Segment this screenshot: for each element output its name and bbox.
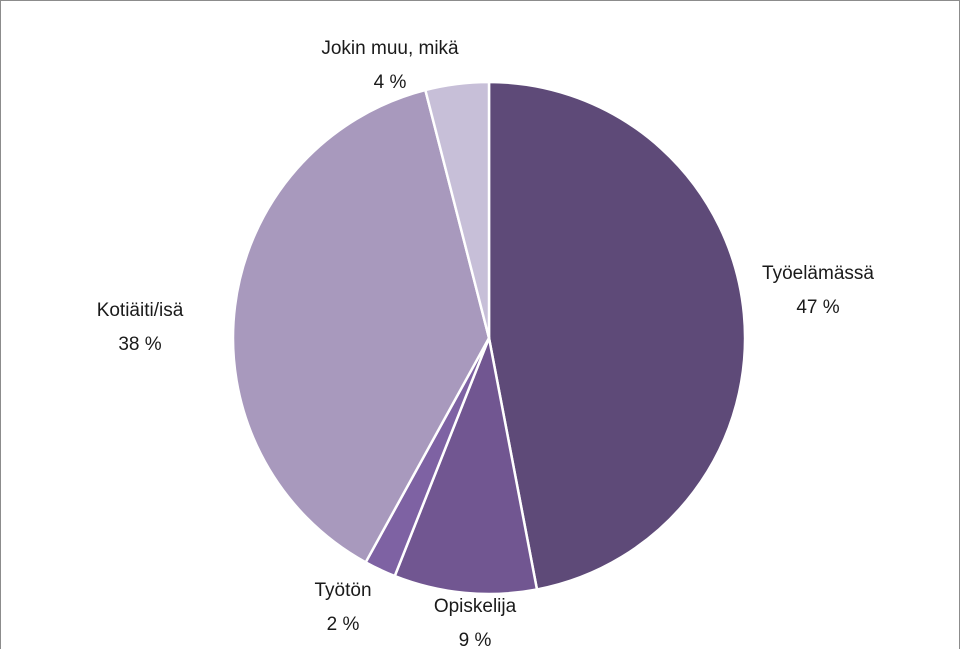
slice-label-tyoelamassa: Työelämässä [762, 263, 874, 284]
slice-label-kotiaiti-isa: Kotiäiti/isä [97, 300, 184, 321]
slice-label-jokin-muu: Jokin muu, mikä [321, 38, 459, 59]
pie-slice-kotiaiti-isa [231, 88, 491, 565]
slice-value-jokin-muu: 4 % [374, 72, 407, 93]
pie-slices [231, 80, 747, 596]
slice-label-opiskelija: Opiskelija [434, 596, 517, 617]
slice-value-opiskelija: 9 % [459, 630, 492, 650]
pie-slice-opiskelija [393, 333, 539, 596]
slice-label-tyoton: Työtön [314, 580, 371, 601]
pie-slice-tyoelamassa [487, 80, 747, 591]
slice-value-kotiaiti-isa: 38 % [118, 334, 161, 355]
pie-slice-jokin-muu [423, 80, 491, 339]
pie-labels: Työelämässä 47 % Opiskelija 9 % Työtön 2 % Kot… [97, 38, 875, 650]
slice-value-tyoelamassa: 47 % [796, 297, 839, 318]
slice-value-tyoton: 2 % [327, 614, 360, 635]
